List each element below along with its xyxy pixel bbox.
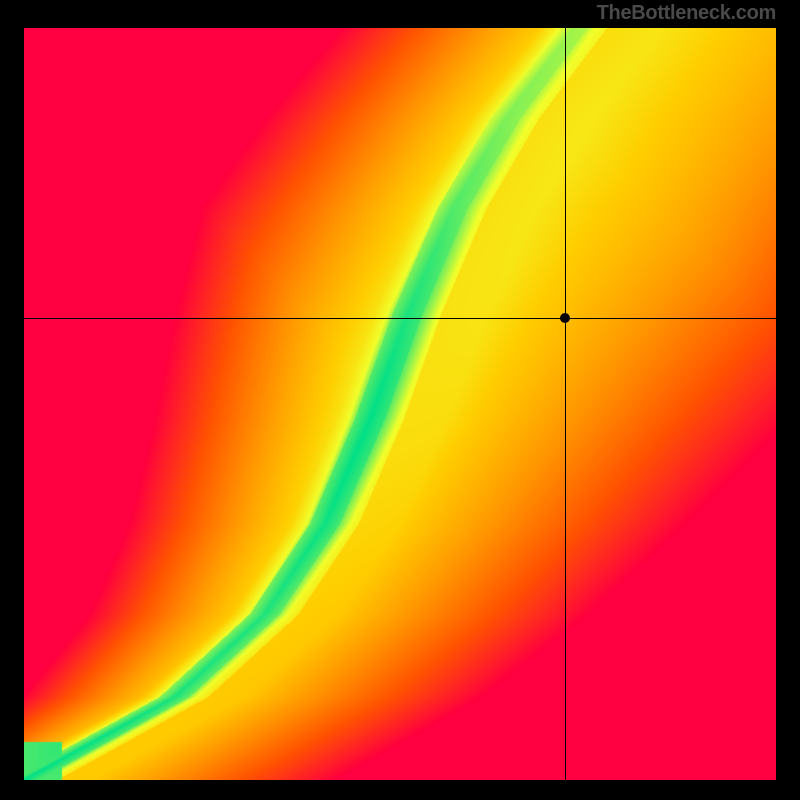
heatmap-canvas <box>24 28 776 780</box>
crosshair-vertical <box>565 28 566 780</box>
crosshair-marker-dot <box>560 313 570 323</box>
crosshair-horizontal <box>24 318 776 319</box>
heatmap-plot <box>24 28 776 780</box>
attribution-text: TheBottleneck.com <box>597 2 776 25</box>
